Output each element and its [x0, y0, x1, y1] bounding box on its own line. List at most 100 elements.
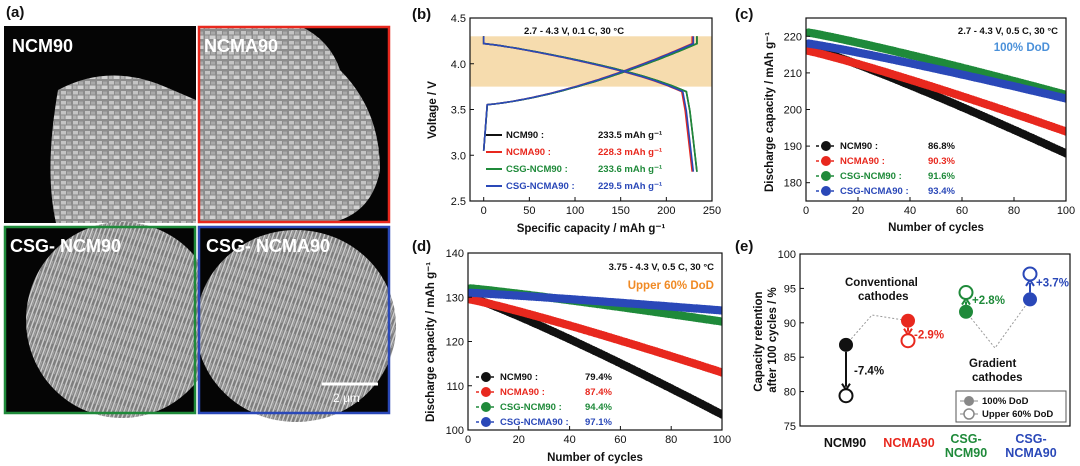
legend-e-marker-upper: [963, 408, 975, 420]
sem-tile-ncm90-label: NCM90: [12, 36, 73, 56]
b-xtick-label: 150: [611, 205, 629, 217]
category-label-part: CSG-: [1015, 432, 1046, 446]
category-label-part: NCMA90: [883, 436, 934, 450]
d-ytick-label: 100: [446, 425, 464, 437]
category-label-part: NCMA90: [1005, 446, 1056, 460]
c-xtick-label: 80: [1008, 205, 1020, 217]
d-ytick-label: 110: [446, 381, 464, 393]
sem-tile-csg-ncm90-border: [3, 225, 197, 415]
legend-b-ncm90-value: 233.5 mAh g⁻¹: [598, 130, 662, 141]
panel-b: (b) 0 50 100 150 200 250 2.5 3.0 3.5 4.0 4.5 2.7 -…: [412, 6, 721, 235]
d-ytick-label: 130: [446, 292, 464, 304]
legend-d-ncm90: NCM90 :: [500, 372, 538, 383]
condition-c: 2.7 - 4.3 V, 0.5 C, 30 °C: [958, 26, 1058, 37]
point-d-csg-ncm90: [717, 317, 722, 326]
legend-c-ncma90: NCMA90 :: [840, 156, 885, 167]
shaded-voltage-band: [470, 36, 712, 87]
change-label-csg-ncma90: +3.7%: [1036, 278, 1069, 290]
ylabel-d: Discharge capacity / mAh g⁻¹: [425, 262, 437, 422]
legend-b-ncma90: NCMA90 :: [506, 147, 551, 158]
point-d-csg-ncma90: [717, 306, 722, 315]
condition-d: 3.75 - 4.3 V, 0.5 C, 30 °C: [609, 262, 715, 273]
xlabel-d: Number of cycles: [547, 452, 643, 464]
legend-b-csg-ncm90: CSG-NCM90 :: [506, 164, 568, 175]
axes-c: 0 20 40 60 80 100 180 190 200 210 220: [784, 31, 1076, 217]
legend-b: NCM90 : 233.5 mAh g⁻¹ NCMA90 : 228.3 mAh…: [486, 130, 662, 192]
d-xtick-label: 80: [665, 434, 677, 446]
panel-c: (c) 0 20 40 60 80 100 180 190 200 210 220 2.7 - 4.…: [735, 6, 1075, 234]
axes-d: 0 20 40 60 80 100 100 110 120 130 140: [446, 248, 732, 446]
legend-c-ncm90: NCM90 :: [840, 141, 878, 152]
category-label-part: NCM90: [945, 446, 987, 460]
sem-tile-csg-ncm90: CSG- NCM90: [3, 222, 218, 418]
ylabel-b: Voltage / V: [427, 81, 439, 139]
ylabel-e: Capacity retention after 100 cycles / %: [753, 287, 779, 393]
legend-d: NCM90 : 79.4% NCMA90 : 87.4% CSG-NCM90 :…: [476, 372, 612, 428]
b-xtick-label: 250: [703, 205, 721, 217]
panel-a-label: (a): [6, 4, 24, 21]
legend-b-csg-ncma90: CSG-NCMA90 :: [506, 181, 575, 192]
discharge-curve-csg-ncma90: [482, 36, 695, 172]
legend-c: NCM90 : 86.8% NCMA90 : 90.3% CSG-NCM90 :…: [816, 141, 955, 197]
retention-points: -7.4% -2.9% +2.8% +3.7%: [838, 266, 1069, 404]
point-d-ncm90: [717, 410, 722, 419]
b-ytick-label: 3.5: [451, 105, 466, 117]
legend-e-upper: Upper 60% DoD: [982, 409, 1053, 420]
category-label-ncm90: NCM90: [824, 436, 866, 450]
ncma90-particle: [198, 26, 380, 223]
legend-d-marker-csg-ncma90: [481, 417, 491, 427]
full-dod-point-ncma90: [901, 313, 915, 328]
xlabel-c: Number of cycles: [888, 222, 984, 234]
axes-e: 75 80 85 90 95 100: [778, 249, 804, 433]
guide-conventional: [845, 314, 909, 346]
group-label-conventional: Conventional cathodes: [845, 277, 918, 303]
e-ytick-label: 95: [784, 283, 796, 295]
legend-d-ncm90-value: 79.4%: [585, 372, 612, 383]
legend-d-ncma90-value: 87.4%: [585, 387, 612, 398]
legend-c-marker-csg-ncm90: [821, 171, 831, 181]
e-ytick-label: 75: [784, 421, 796, 433]
legend-e-full: 100% DoD: [982, 396, 1029, 407]
upper-dod-point-csg-ncma90: [1022, 266, 1038, 282]
legend-e-marker-full: [964, 396, 974, 406]
c-xtick-label: 60: [956, 205, 968, 217]
category-label-ncma90: NCMA90: [883, 436, 934, 450]
cycling-points-c: [806, 28, 1066, 158]
legend-d-csg-ncma90-value: 97.1%: [585, 417, 612, 428]
legend-d-marker-ncm90: [481, 372, 491, 382]
full-dod-point-csg-ncm90: [959, 304, 973, 319]
legend-c-csg-ncma90-value: 93.4%: [928, 186, 955, 197]
b-ytick-label: 4.5: [451, 13, 466, 25]
c-ytick-label: 200: [784, 105, 802, 117]
b-ytick-label: 3.0: [451, 150, 466, 162]
group-guides: [845, 299, 1031, 349]
legend-e-box: [955, 390, 1067, 423]
point-c-ncm90: [1061, 149, 1066, 158]
cycling-points-d: [468, 284, 722, 419]
voltage-curves: [482, 36, 698, 172]
legend-d-marker-csg-ncm90: [481, 402, 491, 412]
sem-tile-csg-ncma90-label: CSG- NCMA90: [206, 236, 330, 256]
d-xtick-label: 0: [465, 434, 471, 446]
legend-b-csg-ncm90-value: 233.6 mAh g⁻¹: [598, 164, 662, 175]
upper-dod-point-ncma90: [900, 333, 916, 349]
upper-dod-point-ncm90: [838, 388, 854, 404]
ylabel-c: Discharge capacity / mAh g⁻¹: [764, 32, 776, 192]
d-xtick-label: 40: [563, 434, 575, 446]
b-ytick-label: 4.0: [451, 59, 466, 71]
b-xtick-label: 200: [657, 205, 675, 217]
c-xtick-label: 20: [852, 205, 864, 217]
b-xtick-label: 50: [523, 205, 535, 217]
point-d-ncma90: [717, 368, 722, 377]
b-xtick-label: 100: [566, 205, 584, 217]
category-label-csg-ncma90: CSG-NCMA90: [1005, 432, 1056, 460]
legend-c-ncma90-value: 90.3%: [928, 156, 955, 167]
sem-tile-ncm90: NCM90: [4, 26, 196, 224]
scale-bar-label: 2 μm: [333, 391, 360, 405]
legend-d-csg-ncma90: CSG-NCMA90 :: [500, 417, 569, 428]
csg-ncma90-particle: [196, 230, 396, 422]
legend-c-csg-ncm90: CSG-NCM90 :: [840, 171, 902, 182]
sem-tile-ncma90: NCMA90: [197, 25, 391, 224]
xlabel-b: Specific capacity / mAh g⁻¹: [517, 223, 666, 235]
condition-b: 2.7 - 4.3 V, 0.1 C, 30 °C: [524, 26, 624, 37]
